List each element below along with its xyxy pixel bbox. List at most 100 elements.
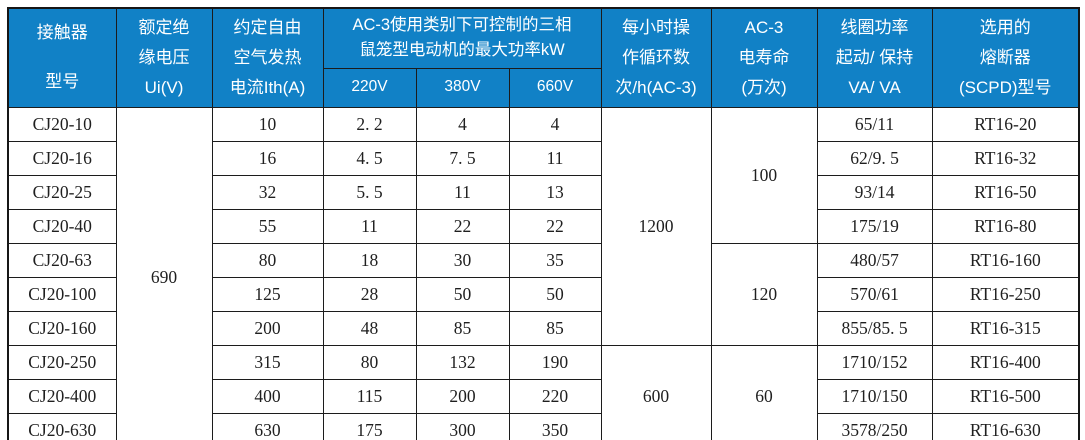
ith-cell: 315 [211, 344, 324, 380]
fuse-cell: RT16-32 [931, 140, 1080, 176]
coil-power-cell: 855/85. 5 [816, 310, 933, 346]
header-electrical-life: AC-3 电寿命 (万次) [710, 7, 818, 108]
cycles-cell: 1200 [600, 106, 712, 346]
header-fuse-type: 选用的 熔断器 (SCPD)型号 [931, 7, 1080, 108]
kw660-cell: 220 [508, 378, 602, 414]
fuse-cell: RT16-80 [931, 208, 1080, 244]
contactor-spec-table: 接触器 型号 额定绝 缘电压 Ui(V) 约定自由 空气发热 电流Ith(A) … [7, 7, 1081, 440]
table-header: 接触器 型号 额定绝 缘电压 Ui(V) 约定自由 空气发热 电流Ith(A) … [7, 7, 1080, 108]
kw380-cell: 30 [415, 242, 510, 278]
life-cell: 120 [710, 242, 818, 346]
coil-power-cell: 93/14 [816, 174, 933, 210]
header-cycles-per-hour: 每小时操 作循环数 次/h(AC-3) [600, 7, 712, 108]
table-row: CJ20-100 125 28 50 50 570/61 RT16-250 [7, 276, 1080, 312]
model-cell: CJ20-40 [7, 208, 117, 244]
table-row: CJ20-400 400 115 200 220 1710/150 RT16-5… [7, 378, 1080, 414]
header-voltage-220: 220V [322, 67, 417, 108]
header-row-main: 接触器 型号 额定绝 缘电压 Ui(V) 约定自由 空气发热 电流Ith(A) … [7, 7, 1080, 108]
model-cell: CJ20-100 [7, 276, 117, 312]
header-voltage-660: 660V [508, 67, 602, 108]
kw220-cell: 5. 5 [322, 174, 417, 210]
model-cell: CJ20-10 [7, 106, 117, 142]
kw380-cell: 4 [415, 106, 510, 142]
life-cell: 60 [710, 344, 818, 440]
kw660-cell: 13 [508, 174, 602, 210]
table-row: CJ20-63 80 18 30 35 120 480/57 RT16-160 [7, 242, 1080, 346]
fuse-cell: RT16-630 [931, 412, 1080, 440]
model-cell: CJ20-250 [7, 344, 117, 380]
kw220-cell: 11 [322, 208, 417, 244]
ith-cell: 10 [211, 106, 324, 142]
kw380-cell: 132 [415, 344, 510, 380]
kw660-cell: 50 [508, 276, 602, 312]
header-contactor-model: 接触器 型号 [7, 7, 117, 108]
fuse-cell: RT16-160 [931, 242, 1080, 278]
header-insulation-voltage: 额定绝 缘电压 Ui(V) [115, 7, 213, 108]
fuse-cell: RT16-400 [931, 344, 1080, 380]
coil-power-cell: 1710/150 [816, 378, 933, 414]
table-row: CJ20-250 315 80 132 190 600 60 1710/152 … [7, 344, 1080, 440]
kw380-cell: 11 [415, 174, 510, 210]
header-thermal-current: 约定自由 空气发热 电流Ith(A) [211, 7, 324, 108]
ith-cell: 125 [211, 276, 324, 312]
model-cell: CJ20-16 [7, 140, 117, 176]
model-cell: CJ20-63 [7, 242, 117, 278]
table-body: CJ20-10 690 10 2. 2 4 4 1200 100 65/11 R… [7, 106, 1080, 440]
fuse-cell: RT16-250 [931, 276, 1080, 312]
ith-cell: 55 [211, 208, 324, 244]
kw220-cell: 80 [322, 344, 417, 380]
coil-power-cell: 175/19 [816, 208, 933, 244]
ith-cell: 400 [211, 378, 324, 414]
fuse-cell: RT16-315 [931, 310, 1080, 346]
model-cell: CJ20-400 [7, 378, 117, 414]
coil-power-cell: 62/9. 5 [816, 140, 933, 176]
table-row: CJ20-630 630 175 300 350 3578/250 RT16-6… [7, 412, 1080, 440]
coil-power-cell: 65/11 [816, 106, 933, 142]
coil-power-cell: 570/61 [816, 276, 933, 312]
ith-cell: 16 [211, 140, 324, 176]
insulation-voltage-cell: 690 [115, 106, 213, 440]
kw220-cell: 4. 5 [322, 140, 417, 176]
model-cell: CJ20-160 [7, 310, 117, 346]
cycles-cell: 600 [600, 344, 712, 440]
kw220-cell: 48 [322, 310, 417, 346]
kw380-cell: 85 [415, 310, 510, 346]
kw220-cell: 2. 2 [322, 106, 417, 142]
coil-power-cell: 480/57 [816, 242, 933, 278]
life-cell: 100 [710, 106, 818, 244]
kw660-cell: 11 [508, 140, 602, 176]
kw220-cell: 18 [322, 242, 417, 278]
kw660-cell: 4 [508, 106, 602, 142]
fuse-cell: RT16-500 [931, 378, 1080, 414]
header-row-voltages: 220V 380V 660V [8, 67, 1079, 108]
kw380-cell: 200 [415, 378, 510, 414]
kw660-cell: 350 [508, 412, 602, 440]
kw660-cell: 22 [508, 208, 602, 244]
kw220-cell: 175 [322, 412, 417, 440]
kw660-cell: 35 [508, 242, 602, 278]
kw380-cell: 50 [415, 276, 510, 312]
kw660-cell: 85 [508, 310, 602, 346]
header-max-power: AC-3使用类别下可控制的三相 鼠笼型电动机的最大功率kW [322, 7, 602, 69]
fuse-cell: RT16-20 [931, 106, 1080, 142]
ith-cell: 80 [211, 242, 324, 278]
table-row: CJ20-160 200 48 85 85 855/85. 5 RT16-315 [7, 310, 1080, 346]
model-cell: CJ20-25 [7, 174, 117, 210]
kw380-cell: 7. 5 [415, 140, 510, 176]
coil-power-cell: 1710/152 [816, 344, 933, 380]
table-row: CJ20-10 690 10 2. 2 4 4 1200 100 65/11 R… [7, 106, 1080, 440]
fuse-cell: RT16-50 [931, 174, 1080, 210]
header-voltage-380: 380V [415, 67, 510, 108]
kw220-cell: 115 [322, 378, 417, 414]
ith-cell: 32 [211, 174, 324, 210]
coil-power-cell: 3578/250 [816, 412, 933, 440]
table-row: CJ20-16 16 4. 5 7. 5 11 62/9. 5 RT16-32 [7, 140, 1080, 176]
ith-cell: 630 [211, 412, 324, 440]
header-coil-power: 线圈功率 起动/ 保持 VA/ VA [816, 7, 933, 108]
kw220-cell: 28 [322, 276, 417, 312]
table-row: CJ20-40 55 11 22 22 175/19 RT16-80 [7, 208, 1080, 244]
kw380-cell: 300 [415, 412, 510, 440]
kw660-cell: 190 [508, 344, 602, 380]
model-cell: CJ20-630 [7, 412, 117, 440]
